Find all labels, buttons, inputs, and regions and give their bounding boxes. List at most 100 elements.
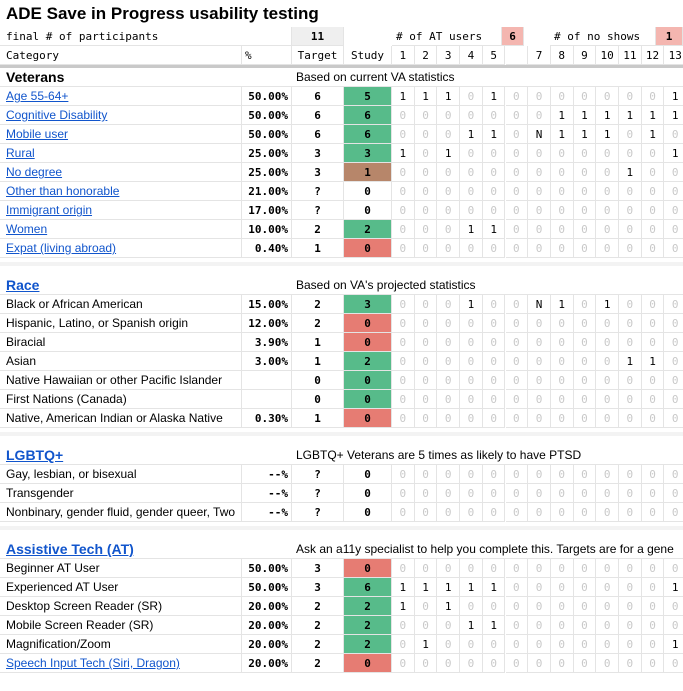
participant-cell[interactable]: 0 [437, 333, 461, 352]
study-value[interactable]: 0 [344, 654, 392, 673]
participant-cell[interactable]: 1 [664, 106, 683, 125]
participant-cell[interactable]: 0 [619, 484, 642, 503]
participant-cell[interactable]: 0 [664, 125, 683, 144]
participant-cell[interactable]: 0 [619, 559, 642, 578]
participant-cell[interactable]: 0 [528, 409, 551, 428]
category-label[interactable]: Transgender [0, 484, 242, 503]
participant-cell[interactable]: 0 [505, 314, 529, 333]
participant-cell[interactable]: 0 [641, 654, 665, 673]
participant-cell[interactable]: 0 [437, 239, 461, 258]
participant-cell[interactable]: 0 [573, 333, 597, 352]
participant-cell[interactable]: 0 [641, 559, 665, 578]
participant-cell[interactable]: 0 [505, 220, 529, 239]
category-label[interactable]: First Nations (Canada) [0, 390, 242, 409]
participant-cell[interactable]: 0 [641, 484, 665, 503]
participant-cell[interactable]: 0 [664, 314, 683, 333]
participant-cell[interactable]: 0 [664, 616, 683, 635]
percent-value[interactable]: 20.00% [242, 635, 292, 654]
participant-cell[interactable]: 0 [528, 371, 551, 390]
column-header-percent[interactable]: % [242, 46, 292, 65]
study-value[interactable]: 0 [344, 239, 392, 258]
column-header-participant[interactable]: 3 [437, 46, 461, 65]
participant-cell[interactable]: 0 [573, 163, 597, 182]
section-title[interactable]: LGBTQ+ [0, 446, 292, 465]
participant-cell[interactable]: 0 [460, 484, 483, 503]
percent-value[interactable]: 50.00% [242, 87, 292, 106]
participant-cell[interactable]: 0 [392, 182, 415, 201]
category-label[interactable]: Speech Input Tech (Siri, Dragon) [0, 654, 242, 673]
target-value[interactable]: ? [292, 182, 344, 201]
percent-value[interactable]: 50.00% [242, 125, 292, 144]
participant-cell[interactable]: 0 [437, 635, 461, 654]
participant-cell[interactable]: 0 [460, 106, 483, 125]
participant-cell[interactable]: 1 [664, 635, 683, 654]
participant-cell[interactable]: 0 [482, 201, 506, 220]
participant-cell[interactable]: 0 [596, 559, 619, 578]
participant-cell[interactable]: 0 [392, 616, 415, 635]
participant-cell[interactable]: 0 [460, 87, 483, 106]
category-label[interactable]: Mobile Screen Reader (SR) [0, 616, 242, 635]
participant-cell[interactable]: 0 [641, 182, 665, 201]
participant-cell[interactable]: 0 [414, 333, 438, 352]
participant-cell[interactable]: 0 [596, 654, 619, 673]
study-value[interactable]: 2 [344, 597, 392, 616]
participant-cell[interactable]: 0 [596, 239, 619, 258]
participant-cell[interactable]: 0 [437, 106, 461, 125]
participant-cell[interactable]: 1 [619, 163, 642, 182]
participant-cell[interactable]: 0 [505, 333, 529, 352]
column-header-participant[interactable]: 10 [596, 46, 619, 65]
participant-cell[interactable]: 0 [619, 239, 642, 258]
participant-cell[interactable]: 1 [392, 578, 415, 597]
participant-cell[interactable]: 0 [505, 201, 529, 220]
category-label[interactable]: Desktop Screen Reader (SR) [0, 597, 242, 616]
participant-cell[interactable]: 0 [414, 503, 438, 522]
participant-cell[interactable]: 0 [528, 465, 551, 484]
participant-cell[interactable]: 0 [437, 314, 461, 333]
section-title[interactable]: Assistive Tech (AT) [0, 540, 292, 559]
target-value[interactable]: 3 [292, 578, 344, 597]
participant-cell[interactable]: 0 [392, 352, 415, 371]
participant-cell[interactable]: 0 [392, 201, 415, 220]
column-header-participant[interactable]: 7 [528, 46, 551, 65]
percent-value[interactable]: 20.00% [242, 597, 292, 616]
category-label[interactable]: Black or African American [0, 295, 242, 314]
participant-cell[interactable]: 0 [505, 635, 529, 654]
participant-cell[interactable]: 1 [482, 578, 506, 597]
participant-cell[interactable]: 0 [460, 597, 483, 616]
category-label[interactable]: Hispanic, Latino, or Spanish origin [0, 314, 242, 333]
participant-cell[interactable]: 0 [414, 239, 438, 258]
participant-cell[interactable]: 0 [392, 409, 415, 428]
category-label[interactable]: Mobile user [0, 125, 242, 144]
participant-cell[interactable]: 0 [482, 144, 506, 163]
participant-cell[interactable]: 0 [392, 295, 415, 314]
study-value[interactable]: 0 [344, 314, 392, 333]
participant-cell[interactable]: 0 [573, 616, 597, 635]
participant-cell[interactable]: 0 [619, 654, 642, 673]
category-label[interactable]: Beginner AT User [0, 559, 242, 578]
participant-cell[interactable]: 0 [664, 371, 683, 390]
participant-cell[interactable]: 0 [505, 295, 529, 314]
participant-cell[interactable]: 0 [664, 182, 683, 201]
participant-cell[interactable]: 0 [619, 597, 642, 616]
participant-cell[interactable]: 0 [664, 239, 683, 258]
participant-cell[interactable]: 0 [392, 125, 415, 144]
percent-value[interactable]: 25.00% [242, 163, 292, 182]
participant-cell[interactable]: 0 [505, 390, 529, 409]
participant-cell[interactable]: 0 [573, 182, 597, 201]
participant-cell[interactable]: 0 [460, 314, 483, 333]
participant-cell[interactable]: 0 [505, 371, 529, 390]
participant-cell[interactable]: 0 [460, 635, 483, 654]
participant-cell[interactable]: 0 [641, 201, 665, 220]
participant-cell[interactable]: 0 [550, 144, 574, 163]
participant-cell[interactable]: 0 [596, 484, 619, 503]
category-label[interactable]: Women [0, 220, 242, 239]
target-value[interactable]: 2 [292, 295, 344, 314]
percent-value[interactable]: --% [242, 503, 292, 522]
participant-cell[interactable]: 0 [460, 144, 483, 163]
participant-cell[interactable]: 0 [460, 333, 483, 352]
percent-value[interactable]: 20.00% [242, 654, 292, 673]
participant-cell[interactable]: 0 [505, 578, 529, 597]
study-value[interactable]: 0 [344, 201, 392, 220]
participant-cell[interactable]: 0 [460, 163, 483, 182]
category-label[interactable]: Other than honorable [0, 182, 242, 201]
